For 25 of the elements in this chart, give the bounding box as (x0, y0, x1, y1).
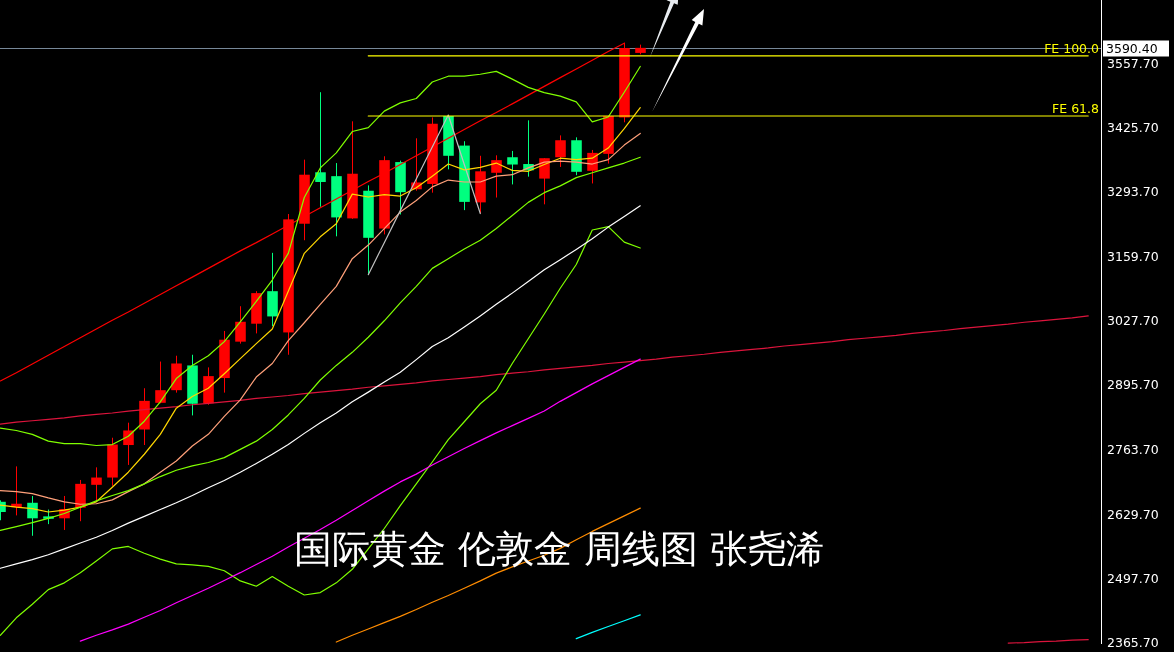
candlestick (315, 91, 326, 208)
y-tick-label: 2629.70 (1107, 506, 1159, 522)
y-tick-label: 3159.70 (1107, 249, 1159, 265)
line-series (0, 315, 1089, 425)
ref-line-label: 3590.40 (1106, 41, 1158, 56)
y-tick-label: 3425.70 (1107, 120, 1159, 136)
candlestick (91, 466, 102, 501)
y-tick-label: 3557.70 (1107, 56, 1159, 72)
y-tick-label: 2365.70 (1107, 634, 1159, 650)
candlestick (235, 305, 246, 345)
candlestick (27, 495, 38, 537)
candlestick (555, 134, 566, 168)
candlestick (123, 422, 134, 466)
y-tick-label: 2497.70 (1107, 570, 1159, 586)
series-label: FE 61.8 (1052, 100, 1100, 116)
line-series (575, 614, 641, 640)
y-tick-label: 2763.70 (1107, 441, 1159, 457)
y-tick-label: 3027.70 (1107, 313, 1159, 329)
candlestick (507, 150, 518, 185)
y-tick-label: 2895.70 (1107, 377, 1159, 393)
line-series (367, 114, 481, 276)
y-tick-label: 3293.70 (1107, 184, 1159, 200)
candlestick (491, 154, 502, 199)
candlestick (75, 479, 86, 522)
line-series (0, 65, 641, 447)
